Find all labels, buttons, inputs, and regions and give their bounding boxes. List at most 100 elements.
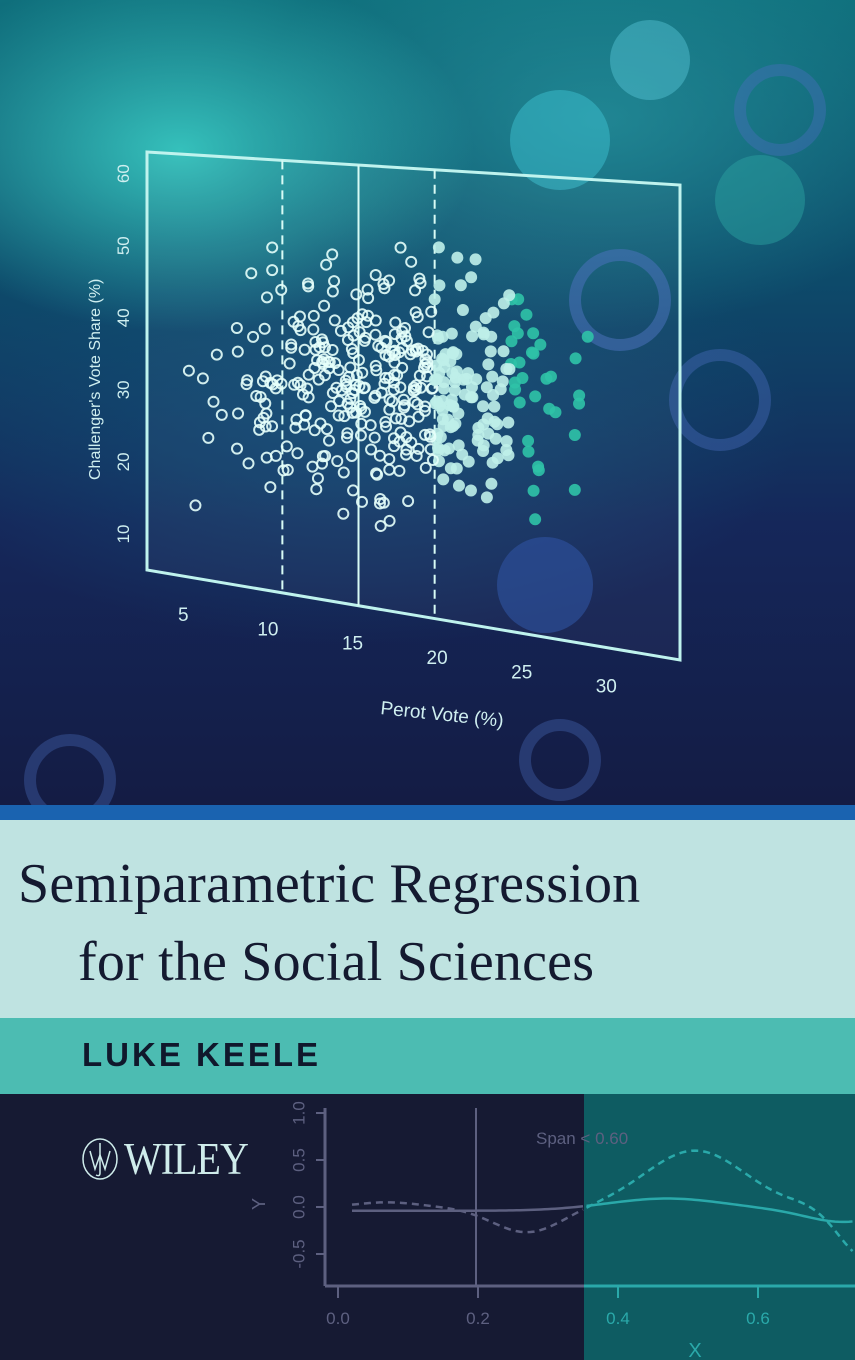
data-point <box>488 400 501 413</box>
data-point <box>394 241 407 254</box>
x-tick-label: 25 <box>511 662 532 683</box>
data-point <box>294 379 307 392</box>
data-point <box>405 255 418 268</box>
data-point <box>380 336 393 349</box>
data-point <box>283 357 296 370</box>
y-tick-label: 30 <box>114 380 133 399</box>
data-point <box>400 443 413 456</box>
bubble <box>734 64 826 156</box>
data-point <box>500 362 513 375</box>
data-point <box>428 293 441 306</box>
x-axis-label: Perot Vote (%) <box>379 698 504 732</box>
y-tick-label: 50 <box>114 236 133 255</box>
data-point <box>350 288 363 301</box>
data-point <box>320 258 333 271</box>
data-point <box>340 431 353 444</box>
data-point <box>477 400 490 413</box>
data-point <box>369 359 382 372</box>
data-point <box>202 431 215 444</box>
rough-curve <box>585 1149 854 1252</box>
data-point <box>581 330 594 343</box>
data-point <box>232 407 245 420</box>
data-point <box>182 364 195 377</box>
data-point <box>456 448 469 461</box>
data-point <box>361 283 374 296</box>
data-point <box>266 241 279 254</box>
data-point <box>502 416 515 429</box>
data-point <box>520 308 533 321</box>
data-point <box>308 424 321 437</box>
data-point <box>487 306 500 319</box>
data-point <box>292 320 305 333</box>
data-point <box>369 389 382 402</box>
data-point <box>271 374 284 387</box>
data-point <box>311 472 324 485</box>
tick-labels: 5 10 15 20 25 30 10 20 30 40 50 60 <box>114 164 617 697</box>
bubble <box>24 734 116 805</box>
data-point <box>388 376 401 389</box>
data-point <box>513 356 526 369</box>
data-point <box>497 297 510 310</box>
data-point <box>486 370 499 383</box>
data-point <box>253 416 266 429</box>
scatter-plot-figure: 5 10 15 20 25 30 10 20 30 40 50 60 Perot Vote (%) C… <box>24 20 826 805</box>
data-point <box>402 495 415 508</box>
data-point <box>446 367 459 380</box>
data-point <box>485 477 498 490</box>
data-point <box>421 361 434 374</box>
data-point <box>412 442 425 455</box>
data-point <box>266 264 279 277</box>
data-point <box>408 395 421 408</box>
data-point <box>281 463 294 476</box>
cover-artwork: 5 10 15 20 25 30 10 20 30 40 50 60 Perot Vote (%) C… <box>0 0 855 805</box>
data-point <box>469 253 482 266</box>
data-point <box>497 345 510 358</box>
data-point <box>527 327 540 340</box>
data-point <box>314 417 327 430</box>
data-point <box>412 410 425 423</box>
data-point <box>364 419 377 432</box>
data-point <box>264 376 277 389</box>
data-point <box>318 299 331 312</box>
data-point <box>386 345 399 358</box>
data-point <box>328 314 341 327</box>
data-point <box>356 308 369 321</box>
data-point <box>457 373 470 386</box>
data-point <box>346 387 359 400</box>
data-point <box>569 352 582 365</box>
data-point <box>397 393 410 406</box>
data-point <box>396 361 409 374</box>
data-point <box>356 495 369 508</box>
x-tick-label: 0.4 <box>606 1309 630 1328</box>
data-point <box>342 370 355 383</box>
author-band: LUKE KEELE <box>0 1018 855 1094</box>
data-point <box>241 374 254 387</box>
data-point <box>481 412 494 425</box>
data-point <box>456 304 469 317</box>
data-point <box>333 395 346 408</box>
data-point <box>189 499 202 512</box>
data-point <box>207 395 220 408</box>
data-point <box>345 449 358 462</box>
data-point <box>308 362 321 375</box>
y-tick-label: 20 <box>114 452 133 471</box>
rough-curve <box>351 1201 584 1234</box>
y-tick-label: -0.5 <box>289 1239 308 1268</box>
x-tick-label: 15 <box>342 634 363 655</box>
data-point <box>317 353 330 366</box>
data-point <box>373 497 386 510</box>
data-point <box>454 279 467 292</box>
data-point <box>352 353 365 366</box>
bubble <box>569 249 671 351</box>
data-point <box>369 268 382 281</box>
y-tick-label: 10 <box>114 525 133 544</box>
smoothing-plot-figure: 0.0 0.2 0.4 0.6 -0.5 0.0 0.5 1.0 Y X Span < 0.60 <box>249 1101 855 1360</box>
data-point <box>464 484 477 497</box>
data-point <box>422 326 435 339</box>
data-point <box>380 420 393 433</box>
data-point <box>452 479 465 492</box>
y-tick-label: 0.5 <box>289 1148 308 1172</box>
data-point <box>465 271 478 284</box>
data-point <box>309 335 322 348</box>
x-tick-label: 0.6 <box>746 1309 770 1328</box>
